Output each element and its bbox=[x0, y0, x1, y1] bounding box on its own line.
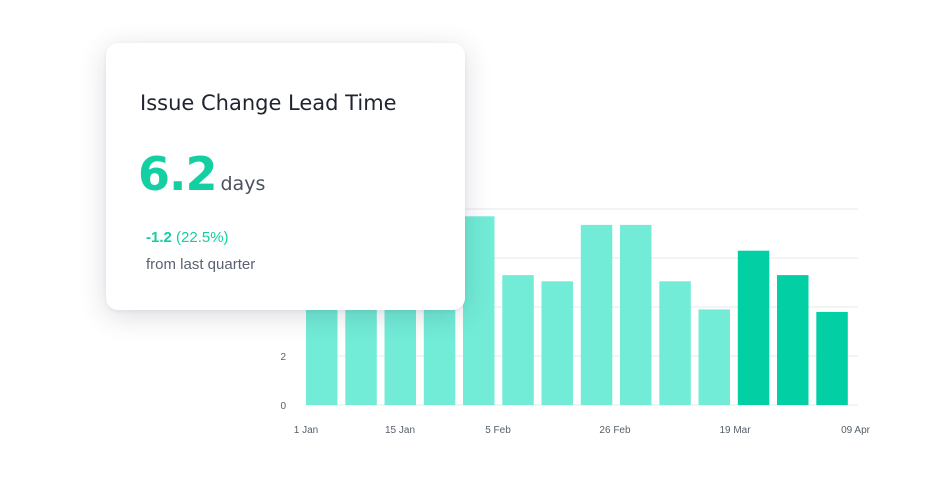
x-tick-label: 5 Feb bbox=[485, 425, 511, 436]
change-percent: (22.5%) bbox=[176, 229, 229, 246]
y-tick-label: 0 bbox=[280, 401, 286, 412]
card-title: Issue Change Lead Time bbox=[140, 91, 397, 115]
bar bbox=[345, 309, 377, 405]
metric-card: Issue Change Lead Time 6.2 days -1.2 (22.… bbox=[106, 43, 465, 310]
bar bbox=[306, 309, 338, 405]
x-tick-label: 1 Jan bbox=[294, 425, 318, 436]
x-tick-label: 09 Apr bbox=[841, 425, 871, 436]
bar bbox=[423, 309, 456, 405]
bar bbox=[541, 281, 573, 405]
bar bbox=[777, 275, 809, 405]
bar bbox=[698, 309, 730, 405]
change-row: -1.2 (22.5%) bbox=[146, 229, 229, 246]
x-tick-label: 15 Jan bbox=[385, 425, 415, 436]
bar bbox=[620, 224, 652, 405]
metric-unit: days bbox=[220, 173, 266, 195]
x-axis-ticks: 1 Jan 15 Jan 5 Feb 26 Feb 19 Mar 09 Apr bbox=[294, 425, 871, 436]
bar bbox=[384, 309, 416, 405]
bar bbox=[463, 216, 495, 405]
change-note: from last quarter bbox=[146, 256, 256, 273]
bar bbox=[502, 275, 534, 405]
change-value: -1.2 bbox=[146, 229, 172, 246]
metric-value: 6.2 bbox=[138, 147, 217, 201]
y-axis-ticks: 0 2 bbox=[280, 352, 286, 412]
bar bbox=[659, 281, 691, 405]
bar bbox=[737, 250, 770, 405]
bar bbox=[816, 311, 848, 405]
x-tick-label: 19 Mar bbox=[719, 425, 751, 436]
bar bbox=[580, 224, 613, 405]
x-tick-label: 26 Feb bbox=[599, 425, 631, 436]
metric-row: 6.2 days bbox=[138, 147, 265, 201]
y-tick-label: 2 bbox=[280, 352, 286, 363]
chart-bars bbox=[306, 216, 848, 405]
